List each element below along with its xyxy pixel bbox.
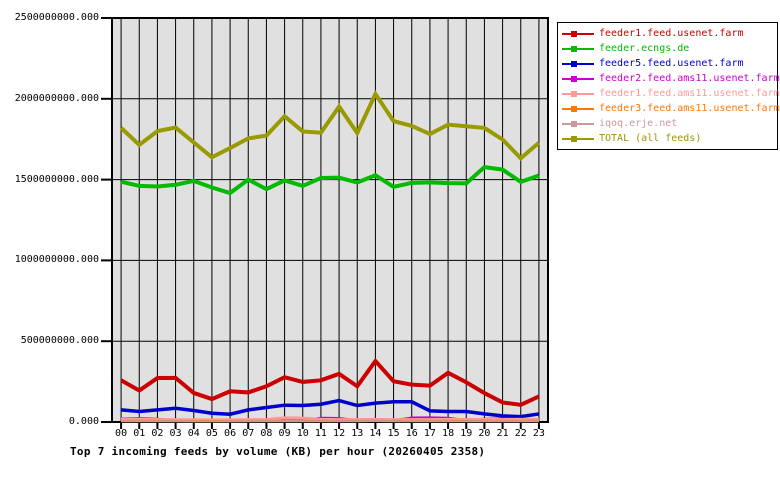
series-line-feeder1-feed-usenet-farm xyxy=(120,357,540,407)
legend-marker-line xyxy=(562,122,594,125)
legend-marker-square xyxy=(571,30,577,37)
x-axis-tick-label: 10 xyxy=(296,428,309,439)
legend-line-marker-icon xyxy=(562,120,594,128)
series-line-feeder5-feed-usenet-farm xyxy=(120,398,540,419)
x-axis-tick-label: 11 xyxy=(314,428,327,439)
x-axis-tick-label: 02 xyxy=(151,428,164,439)
x-axis-tick-label: 09 xyxy=(278,428,291,439)
legend-item: feeder1.feed.ams11.usenet.farm xyxy=(562,86,780,101)
legend-marker-line xyxy=(562,47,594,50)
legend-marker-line xyxy=(562,107,594,110)
series-line-total-all-feeds- xyxy=(119,89,541,162)
y-axis-tick-label: 1500000000.000 xyxy=(14,173,99,185)
x-axis-tick-label: 03 xyxy=(169,428,182,439)
legend-box: feeder1.feed.usenet.farm feeder.ecngs.de f… xyxy=(557,22,780,150)
legend-marker-line xyxy=(562,32,594,35)
legend-line-marker-icon xyxy=(562,30,594,38)
legend-marker-square xyxy=(571,75,577,82)
y-axis-tick-label: 1000000000.000 xyxy=(14,254,99,266)
x-axis-tick-label: 22 xyxy=(514,428,527,439)
legend-item-label: feeder2.feed.ams11.usenet.farm xyxy=(599,73,780,84)
legend-marker-line xyxy=(562,92,594,95)
legend-marker-line xyxy=(562,77,594,80)
series-line-feeder-ecngs-de xyxy=(120,165,540,196)
x-axis-tick-label: 19 xyxy=(460,428,473,439)
x-axis-tick-label: 12 xyxy=(333,428,346,439)
x-axis-tick-label: 15 xyxy=(387,428,400,439)
legend-line-marker-icon xyxy=(562,105,594,113)
x-axis-tick-label: 20 xyxy=(478,428,491,439)
legend-item: feeder5.feed.usenet.farm xyxy=(562,56,777,71)
y-axis-tick-label: 2500000000.000 xyxy=(14,12,99,23)
legend-item-label: TOTAL (all feeds) xyxy=(599,133,702,144)
x-axis-tick-label: 01 xyxy=(133,428,146,439)
x-axis-tick-label: 07 xyxy=(242,428,255,439)
legend-item: feeder2.feed.ams11.usenet.farm xyxy=(562,71,780,86)
series-line-feeder1-feed-ams11-usenet-farm xyxy=(121,416,539,422)
legend-item: iqoq.erje.net xyxy=(562,116,777,131)
x-axis-tick-label: 17 xyxy=(423,428,436,439)
legend-line-marker-icon xyxy=(562,75,594,83)
legend-item: feeder1.feed.usenet.farm xyxy=(562,26,777,41)
x-axis-tick-label: 00 xyxy=(115,428,128,439)
legend-line-marker-icon xyxy=(562,45,594,53)
x-axis-tick-label: 16 xyxy=(405,428,418,439)
plot-background xyxy=(112,18,548,422)
legend-marker-line xyxy=(562,137,594,140)
legend-marker-line xyxy=(562,62,594,65)
legend-item-label: feeder1.feed.usenet.farm xyxy=(599,28,744,39)
legend-item: feeder3.feed.ams11.usenet.farm xyxy=(562,101,780,116)
legend-marker-square xyxy=(571,105,577,112)
legend-marker-square xyxy=(571,60,577,67)
legend-line-marker-icon xyxy=(562,135,594,143)
legend-item: TOTAL (all feeds) xyxy=(562,131,777,146)
chart-title: Top 7 incoming feeds by volume (KB) per … xyxy=(70,445,486,458)
legend-item-label: feeder5.feed.usenet.farm xyxy=(599,58,744,69)
y-axis-tick-label: 2000000000.000 xyxy=(14,92,99,104)
legend-item-label: feeder1.feed.ams11.usenet.farm xyxy=(599,88,780,99)
x-axis-tick-label: 06 xyxy=(224,428,237,439)
x-axis-tick-label: 18 xyxy=(442,428,455,439)
legend-item-label: feeder.ecngs.de xyxy=(599,43,690,54)
legend-line-marker-icon xyxy=(562,90,594,98)
legend-marker-square xyxy=(571,45,577,52)
legend-marker-square xyxy=(571,135,577,142)
x-axis-tick-label: 08 xyxy=(260,428,273,439)
legend-marker-square xyxy=(571,120,577,127)
legend-marker-square xyxy=(571,90,577,97)
x-axis-tick-label: 14 xyxy=(369,428,382,439)
x-axis-tick-label: 05 xyxy=(205,428,218,439)
x-axis-tick-label: 23 xyxy=(532,428,545,439)
legend-item-label: feeder3.feed.ams11.usenet.farm xyxy=(599,103,780,114)
legend-item-label: iqoq.erje.net xyxy=(599,118,678,129)
x-axis-tick-label: 13 xyxy=(351,428,364,439)
y-axis-tick-label: 0.000 xyxy=(68,416,99,427)
legend-line-marker-icon xyxy=(562,60,594,68)
x-axis-tick-label: 21 xyxy=(496,428,509,439)
x-axis-tick-label: 04 xyxy=(187,428,200,439)
y-axis-tick-label: 500000000.000 xyxy=(20,335,99,347)
legend-item: feeder.ecngs.de xyxy=(562,41,777,56)
